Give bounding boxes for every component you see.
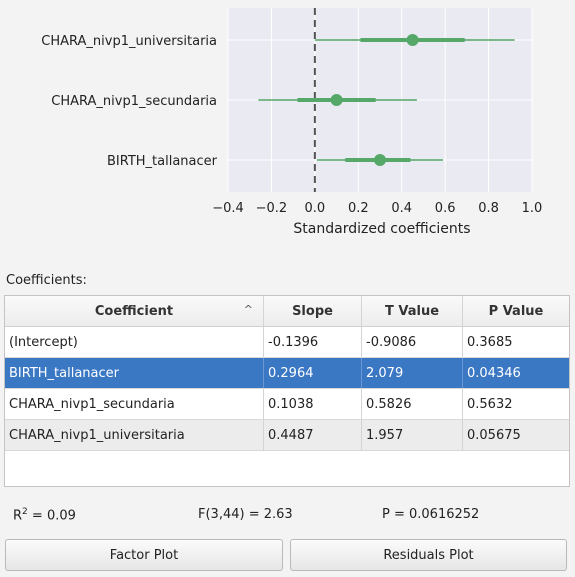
cell-slope: 0.4487 xyxy=(264,420,362,450)
x-tick-label: 1.0 xyxy=(522,201,543,216)
y-tick-label: CHARA_nivp1_secundaria xyxy=(51,94,217,109)
x-tick-label: 0.2 xyxy=(348,201,369,216)
cell-slope: -0.1396 xyxy=(264,327,362,357)
x-tick-label: 0.0 xyxy=(305,201,326,216)
coefficients-table[interactable]: Coefficient ^ Slope T Value P Value (Int… xyxy=(4,295,570,487)
sort-ascending-icon: ^ xyxy=(243,303,253,316)
x-tick-label: 0.6 xyxy=(435,201,456,216)
cell-coefficient: CHARA_nivp1_secundaria xyxy=(5,389,264,419)
table-header: Coefficient ^ Slope T Value P Value xyxy=(5,296,569,327)
cell-p-value: 0.05675 xyxy=(467,427,521,443)
cell-coefficient: CHARA_nivp1_universitaria xyxy=(5,420,264,450)
cell-p-value: 0.5632 xyxy=(467,396,513,412)
r-squared-value: = 0.09 xyxy=(27,508,76,524)
header-t-value[interactable]: T Value xyxy=(362,296,463,326)
cell-t-value: 1.957 xyxy=(362,420,463,450)
coefficients-label: Coefficients: xyxy=(6,273,87,288)
f-statistic: F(3,44) = 2.63 xyxy=(198,507,293,522)
cell-p-value: 0.04346 xyxy=(467,365,521,381)
header-p-value[interactable]: P Value xyxy=(488,303,544,319)
factor-plot-button[interactable]: Factor Plot xyxy=(5,539,283,571)
header-coefficient[interactable]: Coefficient ^ xyxy=(5,296,264,326)
y-tick-label: CHARA_nivp1_universitaria xyxy=(41,34,217,49)
r-squared-symbol: R xyxy=(13,508,23,524)
p-value-stat: P = 0.0616252 xyxy=(382,507,480,522)
y-tick-label: BIRTH_tallanacer xyxy=(107,154,218,169)
table-row-selected[interactable]: BIRTH_tallanacer 0.2964 2.079 0.04346 xyxy=(5,358,569,389)
x-axis-label: Standardized coefficients xyxy=(293,221,470,237)
estimate-point xyxy=(330,94,343,106)
table-row[interactable]: CHARA_nivp1_secundaria 0.1038 0.5826 0.5… xyxy=(5,389,569,420)
estimate-point xyxy=(374,154,386,166)
table-row[interactable]: (Intercept) -0.1396 -0.9086 0.3685 xyxy=(5,327,569,358)
cell-t-value: 0.5826 xyxy=(362,389,463,419)
r-squared-exponent: 2 xyxy=(22,507,28,517)
cell-t-value: -0.9086 xyxy=(362,327,463,357)
coefficient-plot: −0.4 −0.2 0.0 0.2 0.4 0.6 0.8 1.0 CHARA_nivp1_un… xyxy=(41,8,543,237)
r-squared-stat: R2 = 0.09 xyxy=(13,507,76,523)
header-slope[interactable]: Slope xyxy=(264,296,362,326)
cell-slope: 0.1038 xyxy=(264,389,362,419)
x-tick-label: 0.8 xyxy=(478,201,499,216)
cell-coefficient: (Intercept) xyxy=(5,327,264,357)
cell-p-value: 0.3685 xyxy=(467,334,513,350)
estimate-point xyxy=(406,34,419,46)
header-coefficient-label: Coefficient xyxy=(94,303,174,319)
x-tick-label: −0.2 xyxy=(256,201,288,216)
x-tick-label: −0.4 xyxy=(212,201,244,216)
x-tick-label: 0.4 xyxy=(391,201,412,216)
cell-coefficient: BIRTH_tallanacer xyxy=(5,358,264,388)
residuals-plot-button[interactable]: Residuals Plot xyxy=(290,539,567,571)
table-row[interactable]: CHARA_nivp1_universitaria 0.4487 1.957 0… xyxy=(5,420,569,451)
cell-t-value: 2.079 xyxy=(362,358,463,388)
cell-slope: 0.2964 xyxy=(264,358,362,388)
